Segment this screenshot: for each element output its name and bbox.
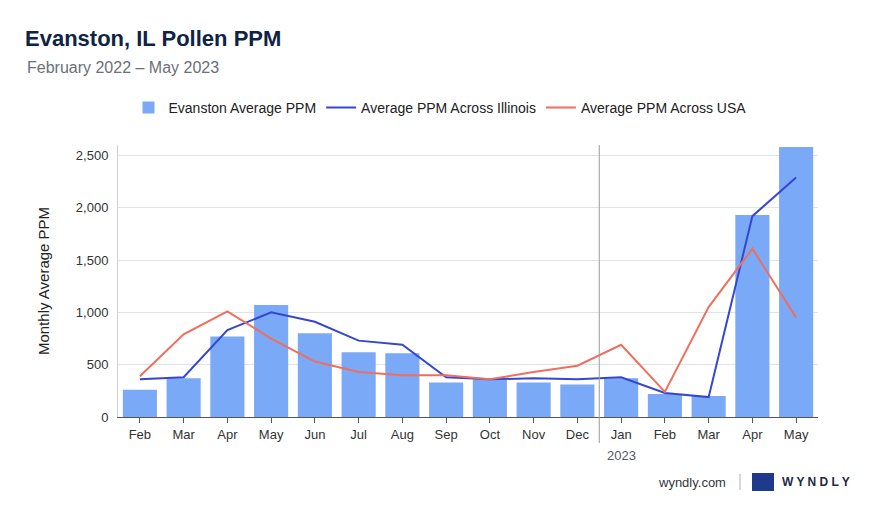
svg-text:Jan: Jan (611, 427, 632, 442)
svg-text:500: 500 (87, 357, 109, 372)
svg-text:Average PPM Across USA: Average PPM Across USA (581, 100, 746, 116)
svg-text:February 2022 – May 2023: February 2022 – May 2023 (27, 59, 219, 76)
svg-text:Feb: Feb (129, 427, 151, 442)
svg-text:2,500: 2,500 (76, 148, 109, 163)
svg-text:Monthly Average PPM: Monthly Average PPM (35, 207, 52, 355)
svg-text:1,500: 1,500 (76, 253, 109, 268)
svg-text:Apr: Apr (742, 427, 763, 442)
svg-text:2023: 2023 (607, 448, 636, 463)
svg-text:Evanston, IL Pollen PPM: Evanston, IL Pollen PPM (25, 26, 281, 51)
svg-text:Feb: Feb (654, 427, 676, 442)
svg-text:Apr: Apr (217, 427, 238, 442)
svg-text:2,000: 2,000 (76, 200, 109, 215)
svg-text:May: May (259, 427, 284, 442)
svg-text:Sep: Sep (435, 427, 458, 442)
svg-text:1,000: 1,000 (76, 305, 109, 320)
svg-text:Nov: Nov (522, 427, 546, 442)
svg-text:Mar: Mar (172, 427, 195, 442)
svg-text:0: 0 (101, 410, 108, 425)
svg-text:Oct: Oct (480, 427, 501, 442)
svg-text:Mar: Mar (697, 427, 720, 442)
svg-text:May: May (784, 427, 809, 442)
svg-text:Average PPM Across Illinois: Average PPM Across Illinois (361, 100, 536, 116)
svg-text:Aug: Aug (391, 427, 414, 442)
svg-text:Evanston Average PPM: Evanston Average PPM (169, 100, 317, 116)
svg-text:wyndly.com: wyndly.com (658, 475, 726, 490)
svg-text:Dec: Dec (566, 427, 590, 442)
svg-text:Jul: Jul (350, 427, 367, 442)
svg-text:W Y N D L Y: W Y N D L Y (782, 475, 850, 489)
svg-text:Jun: Jun (304, 427, 325, 442)
